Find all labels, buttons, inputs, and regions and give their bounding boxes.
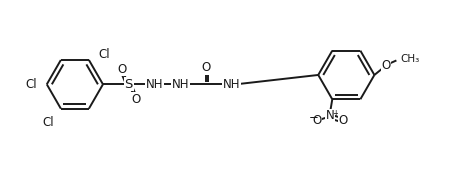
Text: O: O (381, 59, 391, 72)
Text: S: S (124, 78, 133, 91)
Text: O: O (201, 61, 211, 74)
Text: O: O (117, 63, 126, 76)
Text: +: + (332, 109, 339, 118)
Text: Cl: Cl (26, 78, 37, 91)
Text: NH: NH (223, 78, 241, 91)
Text: CH₃: CH₃ (400, 54, 419, 64)
Text: NH: NH (171, 78, 189, 91)
Text: O: O (131, 93, 140, 106)
Text: O: O (312, 114, 322, 127)
Text: N: N (326, 109, 334, 122)
Text: Cl: Cl (98, 48, 110, 61)
Text: Cl: Cl (42, 116, 54, 129)
Text: −: − (308, 111, 319, 124)
Text: O: O (338, 114, 348, 127)
Text: NH: NH (146, 78, 163, 91)
